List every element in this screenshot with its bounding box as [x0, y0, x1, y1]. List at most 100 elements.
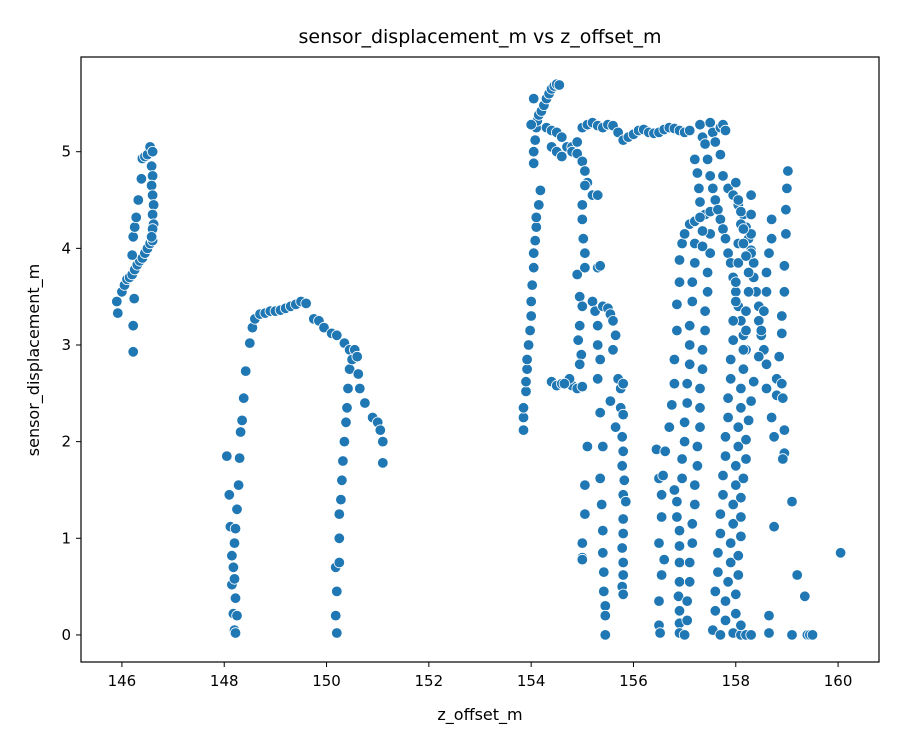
- data-point: [594, 353, 606, 366]
- data-point: [236, 414, 248, 427]
- data-point: [760, 286, 773, 298]
- data-point: [709, 194, 722, 206]
- data-point: [699, 305, 711, 317]
- data-point: [714, 148, 727, 161]
- data-point: [556, 131, 568, 143]
- data-point: [530, 221, 543, 233]
- data-point: [525, 295, 537, 308]
- data-point: [737, 344, 750, 356]
- data-point: [673, 254, 686, 266]
- data-point: [681, 397, 693, 409]
- data-point: [233, 452, 246, 464]
- data-point: [229, 592, 242, 604]
- data-point: [735, 492, 747, 504]
- data-point: [694, 118, 706, 131]
- data-point: [336, 474, 348, 487]
- data-point: [786, 629, 798, 641]
- data-point: [597, 524, 609, 537]
- data-point: [742, 414, 755, 427]
- data-point: [732, 421, 745, 433]
- data-point: [701, 266, 714, 279]
- data-point: [732, 257, 745, 269]
- data-point: [777, 453, 789, 465]
- data-point: [753, 350, 765, 363]
- y-tick-label: 2: [61, 433, 71, 451]
- data-point: [694, 421, 706, 433]
- y-axis: 0 1 2 3 4 5: [61, 143, 81, 644]
- data-point: [732, 194, 745, 206]
- data-point: [834, 547, 847, 559]
- data-point: [553, 79, 566, 91]
- data-point: [231, 609, 243, 622]
- data-point: [657, 469, 669, 482]
- data-point: [558, 378, 571, 390]
- data-point: [730, 588, 742, 601]
- data-point: [707, 182, 719, 195]
- data-point: [780, 228, 792, 240]
- data-point: [127, 346, 139, 358]
- data-point: [686, 518, 699, 530]
- data-point: [725, 556, 737, 569]
- data-point: [730, 608, 742, 620]
- data-point: [556, 150, 568, 163]
- data-point: [228, 537, 241, 549]
- x-axis-label: z_offset_m: [437, 705, 522, 725]
- data-point: [748, 376, 760, 388]
- data-point: [576, 213, 589, 226]
- data-point: [765, 232, 778, 245]
- data-point: [579, 165, 591, 177]
- data-point: [229, 627, 242, 639]
- data-point: [354, 382, 366, 395]
- data-point: [351, 350, 363, 363]
- data-point: [678, 416, 691, 429]
- data-point: [609, 421, 622, 433]
- data-point: [740, 453, 752, 465]
- data-point: [722, 576, 734, 588]
- data-point: [145, 160, 158, 172]
- data-point: [763, 247, 775, 259]
- data-point: [529, 134, 541, 146]
- data-point: [742, 286, 755, 298]
- data-point: [773, 350, 785, 363]
- data-point: [331, 329, 343, 342]
- data-point: [704, 170, 716, 182]
- data-point: [717, 170, 729, 182]
- data-point: [607, 315, 619, 327]
- data-point: [581, 440, 594, 453]
- data-point: [673, 556, 686, 569]
- data-point: [333, 556, 346, 569]
- data-point: [684, 358, 696, 371]
- data-point: [592, 320, 604, 332]
- data-point: [732, 569, 745, 581]
- data-point: [719, 232, 732, 245]
- data-point: [594, 407, 606, 419]
- data-point: [111, 295, 123, 308]
- data-point: [778, 286, 791, 298]
- data-point: [696, 363, 709, 375]
- data-point: [701, 153, 714, 166]
- data-point: [572, 334, 584, 346]
- data-point: [722, 392, 734, 404]
- data-point: [719, 124, 732, 137]
- data-point: [806, 629, 819, 641]
- data-point: [229, 522, 242, 535]
- data-point: [725, 353, 737, 366]
- data-point: [617, 569, 629, 581]
- data-point: [735, 205, 747, 218]
- data-point: [709, 136, 722, 148]
- data-point: [359, 397, 371, 409]
- data-point: [517, 411, 530, 424]
- data-point: [745, 629, 757, 641]
- data-point: [671, 324, 683, 337]
- data-point: [596, 498, 608, 511]
- data-point: [592, 189, 604, 201]
- data-point: [528, 145, 540, 158]
- data-point: [599, 609, 612, 622]
- data-point: [524, 324, 536, 337]
- data-point: [780, 203, 792, 216]
- data-point: [714, 527, 727, 540]
- data-point: [617, 378, 629, 390]
- data-point: [228, 573, 241, 585]
- chart-title: sensor_displacement_m vs z_offset_m: [299, 26, 662, 48]
